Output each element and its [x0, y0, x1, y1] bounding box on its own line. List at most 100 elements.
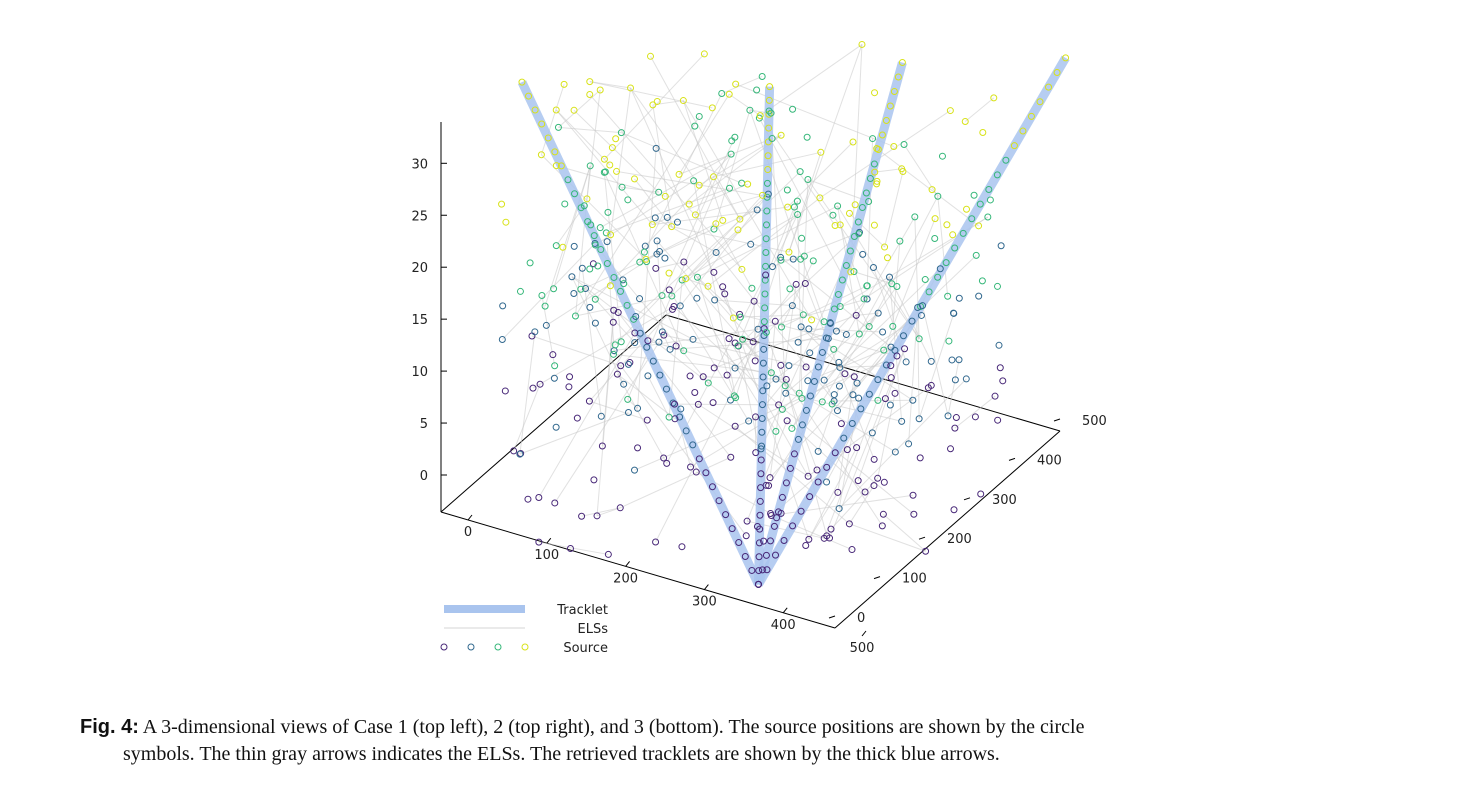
source-marker: [752, 413, 760, 421]
source-marker: [831, 221, 839, 229]
source-marker: [878, 131, 886, 139]
source-marker: [759, 387, 767, 395]
source-marker: [845, 520, 853, 528]
els-line: [544, 165, 591, 307]
source-marker: [700, 50, 708, 58]
source-marker: [601, 168, 609, 176]
els-line: [589, 81, 631, 89]
x-tick: [782, 607, 788, 614]
source-marker: [761, 304, 769, 312]
els-line: [838, 378, 967, 509]
source-marker: [718, 90, 726, 98]
source-marker: [797, 507, 805, 515]
x-tick: [467, 514, 473, 521]
els-line: [531, 335, 621, 367]
source-marker: [501, 387, 509, 395]
source-marker: [802, 363, 810, 371]
source-marker: [1062, 54, 1070, 62]
els-line: [695, 194, 763, 216]
els-line: [682, 100, 724, 221]
source-marker: [643, 416, 651, 424]
source-marker: [762, 249, 770, 257]
source-marker: [655, 338, 663, 346]
els-line: [954, 395, 996, 429]
source-marker: [676, 413, 684, 421]
source-marker: [803, 133, 811, 141]
source-marker: [836, 363, 844, 371]
y-tick: [828, 615, 836, 619]
y-tick: [1008, 457, 1016, 461]
source-marker: [931, 234, 939, 242]
source-marker: [699, 373, 707, 381]
source-marker: [1002, 156, 1010, 164]
source-marker: [602, 229, 610, 237]
els-line: [830, 477, 879, 530]
source-marker: [630, 175, 638, 183]
els-line: [679, 193, 769, 307]
source-marker: [886, 273, 894, 281]
source-marker: [725, 184, 733, 192]
source-marker: [557, 162, 565, 170]
source-marker: [858, 203, 866, 211]
source-marker: [827, 525, 835, 533]
els-line: [613, 353, 772, 374]
source-marker: [677, 405, 685, 413]
source-marker: [582, 284, 590, 292]
source-marker: [924, 384, 932, 392]
source-marker: [938, 152, 946, 160]
source-marker: [566, 373, 574, 381]
source-marker: [756, 112, 764, 120]
source-marker: [765, 107, 773, 115]
source-marker: [806, 349, 814, 357]
els-line: [682, 100, 813, 321]
source-marker: [836, 221, 844, 229]
source-marker: [732, 80, 740, 88]
x-tick-label: 500: [850, 641, 875, 656]
source-marker: [608, 144, 616, 152]
source-marker: [604, 550, 612, 558]
source-marker: [972, 251, 980, 259]
source-marker: [868, 429, 876, 437]
els-line: [807, 346, 892, 382]
els-line: [715, 223, 753, 289]
els-line: [616, 170, 763, 196]
els-line: [848, 485, 875, 525]
source-marker: [583, 195, 591, 203]
legend-source-marker: [467, 643, 475, 651]
source-marker: [754, 580, 762, 588]
source-marker: [813, 466, 821, 474]
source-marker: [561, 200, 569, 208]
source-marker: [661, 254, 669, 262]
source-marker: [880, 346, 888, 354]
source-marker: [865, 323, 873, 331]
source-marker: [777, 509, 785, 517]
source-marker: [609, 318, 617, 326]
els-line: [823, 268, 941, 381]
source-marker: [871, 168, 879, 176]
els-line: [627, 398, 638, 409]
source-marker: [848, 546, 856, 554]
source-marker: [900, 140, 908, 148]
source-marker: [525, 92, 533, 100]
source-marker: [809, 257, 817, 265]
source-marker: [874, 376, 882, 384]
source-marker: [591, 295, 599, 303]
source-marker: [646, 52, 654, 60]
back-edge-line: [440, 314, 667, 513]
y-tick-label: 100: [902, 572, 927, 587]
els-line: [874, 168, 902, 173]
source-marker: [652, 264, 660, 272]
x-tick-label: 0: [464, 525, 472, 540]
source-marker: [689, 441, 697, 449]
source-marker: [828, 400, 836, 408]
els-line: [694, 176, 714, 216]
els-line: [553, 165, 591, 289]
source-marker: [820, 534, 828, 542]
source-marker: [617, 287, 625, 295]
els-line: [746, 420, 788, 522]
els-line: [788, 152, 822, 253]
els-line: [922, 305, 949, 416]
els-line: [634, 178, 673, 227]
source-marker: [518, 78, 526, 86]
els-line: [573, 109, 660, 193]
